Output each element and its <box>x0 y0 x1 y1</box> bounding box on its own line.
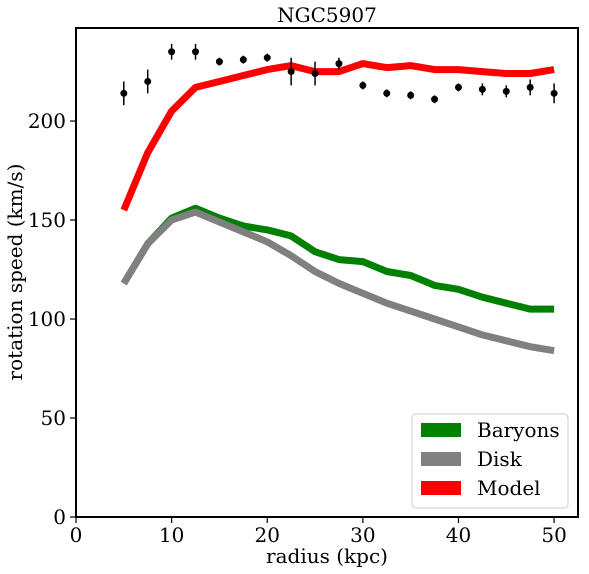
series-line-model <box>120 60 555 212</box>
data-point <box>287 68 295 76</box>
x-tick-label: 40 <box>446 523 471 547</box>
data-point <box>526 83 534 91</box>
data-point <box>144 77 152 85</box>
data-point <box>502 87 510 95</box>
x-tick-label: 20 <box>255 523 280 547</box>
x-tick-label: 10 <box>159 523 184 547</box>
data-point <box>335 60 343 68</box>
data-point <box>383 89 391 97</box>
y-tick-label: 50 <box>41 406 66 430</box>
plot-frame <box>75 27 579 518</box>
legend-swatch-disk <box>421 452 461 466</box>
y-tick-label: 200 <box>28 109 66 133</box>
legend-swatch-model <box>421 481 461 495</box>
x-tick-label: 0 <box>70 523 83 547</box>
x-tick-label: 50 <box>541 523 566 547</box>
series-line-disk <box>120 208 555 355</box>
x-axis: 0 10 20 30 40 50 <box>70 517 567 547</box>
x-axis-label: radius (kpc) <box>266 544 388 568</box>
legend-label-disk: Disk <box>477 447 523 471</box>
data-point <box>215 58 223 66</box>
legend-label-baryons: Baryons <box>477 418 560 442</box>
data-point <box>407 91 415 99</box>
legend-label-model: Model <box>477 476 541 500</box>
plot-area <box>120 43 558 355</box>
data-point <box>168 48 176 56</box>
data-point <box>359 81 367 89</box>
data-point <box>120 89 128 97</box>
data-point <box>192 48 200 56</box>
data-point <box>311 70 319 78</box>
y-axis: 0 50 100 150 200 <box>28 109 76 529</box>
y-tick-label: 100 <box>28 307 66 331</box>
data-point <box>478 85 486 93</box>
data-point <box>239 56 247 64</box>
data-point <box>263 54 271 62</box>
data-point <box>431 95 439 103</box>
data-point <box>550 89 558 97</box>
y-tick-label: 150 <box>28 208 66 232</box>
legend-swatch-baryons <box>421 423 461 437</box>
legend: Baryons Disk Model <box>411 413 569 509</box>
series-line-baryons <box>120 204 555 313</box>
x-tick-label: 30 <box>350 523 375 547</box>
y-tick-label: 0 <box>53 505 66 529</box>
y-axis-label: rotation speed (km/s) <box>3 164 27 381</box>
chart-title: NGC5907 <box>277 3 377 27</box>
data-point <box>454 83 462 91</box>
